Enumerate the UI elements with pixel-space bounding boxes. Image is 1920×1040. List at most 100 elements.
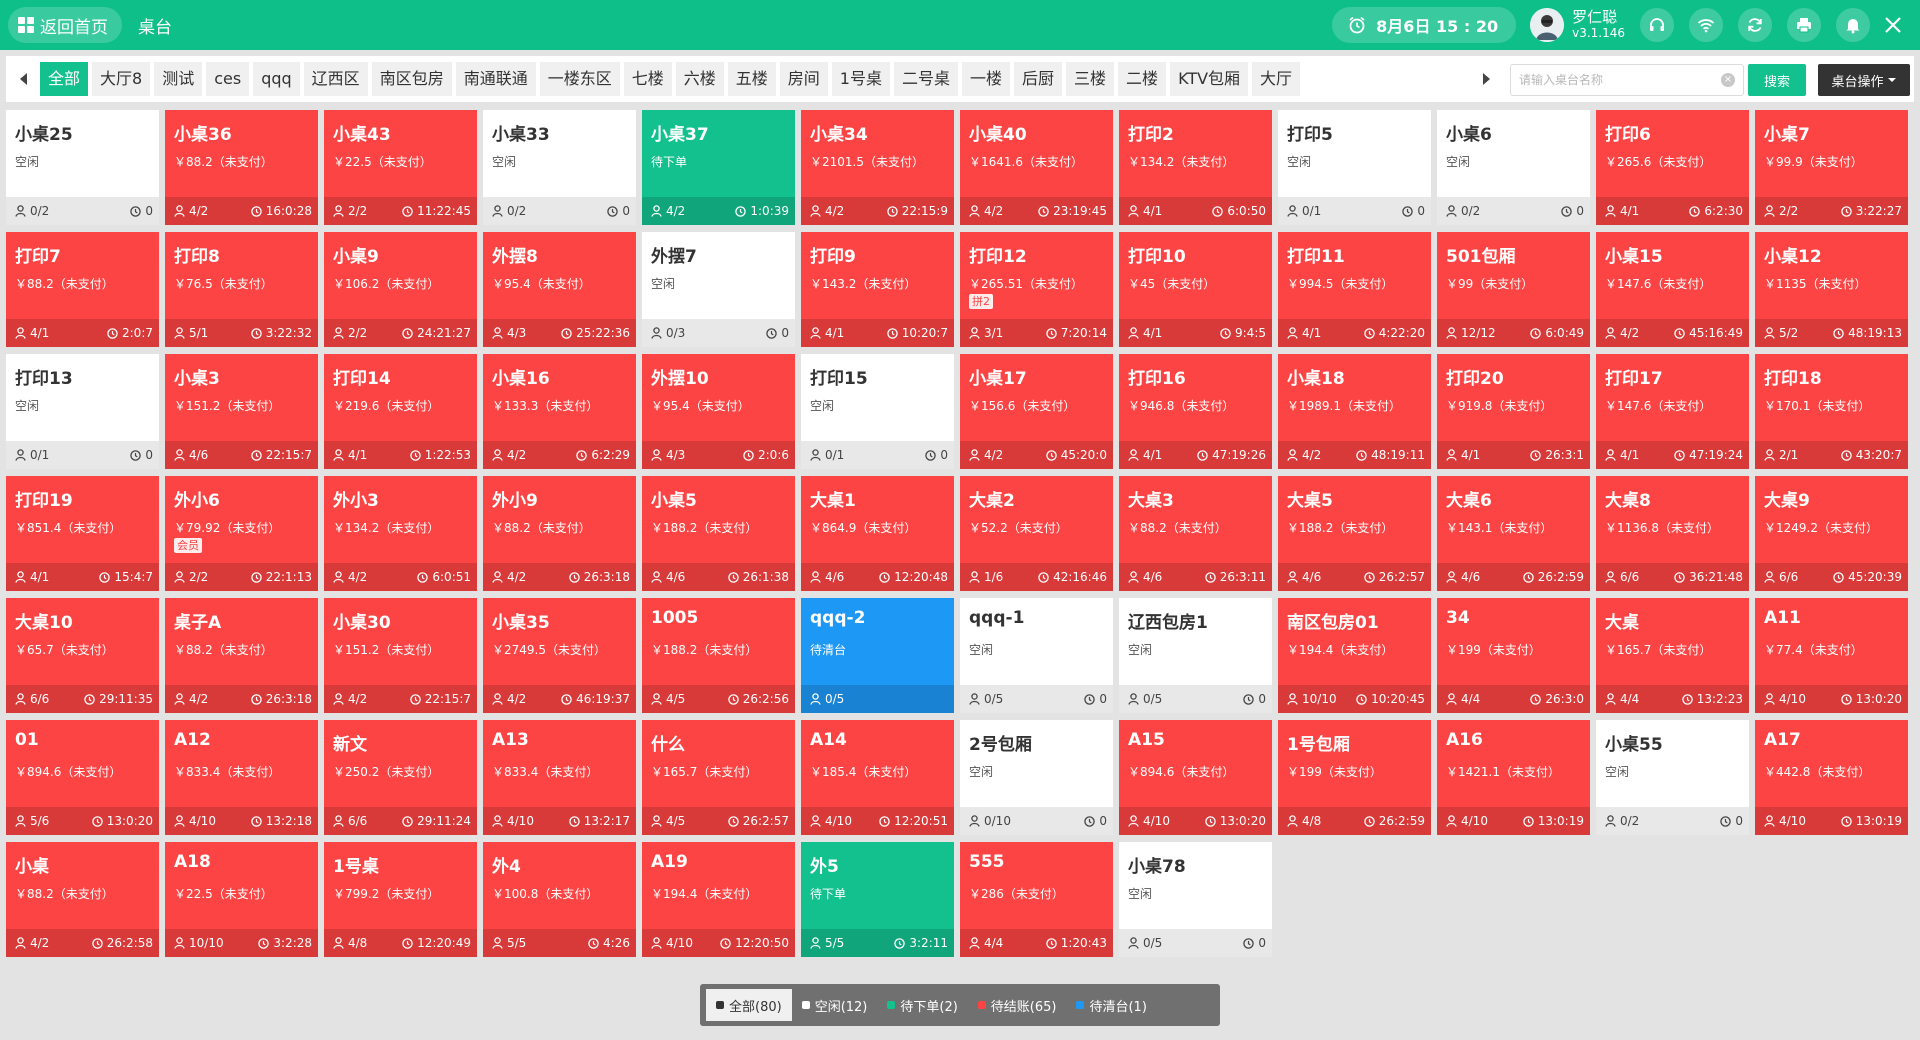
table-card[interactable]: 小桌16 ￥133.3（未支付） 4/2 6:2:29 bbox=[483, 354, 636, 469]
table-card[interactable]: 小桌 ￥88.2（未支付） 4/2 26:2:58 bbox=[6, 842, 159, 957]
table-card[interactable]: 小桌7 ￥99.9（未支付） 2/2 3:22:27 bbox=[1755, 110, 1908, 225]
table-card[interactable]: 小桌25 空闲 0/2 0 bbox=[6, 110, 159, 225]
table-card[interactable]: 打印10 ￥45（未支付） 4/1 9:4:5 bbox=[1119, 232, 1272, 347]
table-card[interactable]: 小桌37 待下单 4/2 1:0:39 bbox=[642, 110, 795, 225]
table-card[interactable]: 外摆10 ￥95.4（未支付） 4/3 2:0:6 bbox=[642, 354, 795, 469]
status-filter-item[interactable]: 待结账(65) bbox=[968, 989, 1067, 1021]
area-tab[interactable]: 七楼 bbox=[623, 62, 672, 96]
table-card[interactable]: 小桌43 ￥22.5（未支付） 2/2 11:22:45 bbox=[324, 110, 477, 225]
table-card[interactable]: 大桌9 ￥1249.2（未支付） 6/6 45:20:39 bbox=[1755, 476, 1908, 591]
table-card[interactable]: 打印18 ￥170.1（未支付） 2/1 43:20:7 bbox=[1755, 354, 1908, 469]
notification-button[interactable] bbox=[1836, 8, 1870, 42]
table-card[interactable]: 小桌18 ￥1989.1（未支付） 4/2 48:19:11 bbox=[1278, 354, 1431, 469]
area-tab[interactable]: 后厨 bbox=[1014, 62, 1063, 96]
area-tab[interactable]: 二号桌 bbox=[893, 62, 958, 96]
table-card[interactable]: A15 ￥894.6（未支付） 4/10 13:0:20 bbox=[1119, 720, 1272, 835]
table-card[interactable]: qqq-2 待清台 0/5 bbox=[801, 598, 954, 713]
area-tab[interactable]: 南区包房 bbox=[371, 62, 452, 96]
table-card[interactable]: 小桌12 ￥1135（未支付） 5/2 48:19:13 bbox=[1755, 232, 1908, 347]
table-card[interactable]: 打印6 ￥265.6（未支付） 4/1 6:2:30 bbox=[1596, 110, 1749, 225]
table-card[interactable]: 打印13 空闲 0/1 0 bbox=[6, 354, 159, 469]
table-card[interactable]: 新文 ￥250.2（未支付） 6/6 29:11:24 bbox=[324, 720, 477, 835]
user-profile[interactable]: 罗仁聪 v3.1.146 bbox=[1530, 8, 1625, 42]
status-filter-item[interactable]: 空闲(12) bbox=[792, 989, 878, 1021]
table-card[interactable]: 1号桌 ￥799.2（未支付） 4/8 12:20:49 bbox=[324, 842, 477, 957]
table-card[interactable]: 打印11 ￥994.5（未支付） 4/1 4:22:20 bbox=[1278, 232, 1431, 347]
table-card[interactable]: A13 ￥833.4（未支付） 4/10 13:2:17 bbox=[483, 720, 636, 835]
table-card[interactable]: 大桌6 ￥143.1（未支付） 4/6 26:2:59 bbox=[1437, 476, 1590, 591]
table-card[interactable]: qqq-1 空闲 0/5 0 bbox=[960, 598, 1113, 713]
table-card[interactable]: 小桌30 ￥151.2（未支付） 4/2 22:15:7 bbox=[324, 598, 477, 713]
table-card[interactable]: A11 ￥77.4（未支付） 4/10 13:0:20 bbox=[1755, 598, 1908, 713]
table-card[interactable]: 辽西包房1 空闲 0/5 0 bbox=[1119, 598, 1272, 713]
table-card[interactable]: 34 ￥199（未支付） 4/4 26:3:0 bbox=[1437, 598, 1590, 713]
table-card[interactable]: 大桌 ￥165.7（未支付） 4/4 13:2:23 bbox=[1596, 598, 1749, 713]
scroll-left-button[interactable] bbox=[6, 56, 40, 102]
table-card[interactable]: 小桌15 ￥147.6（未支付） 4/2 45:16:49 bbox=[1596, 232, 1749, 347]
scroll-right-button[interactable] bbox=[1470, 56, 1504, 102]
area-tab[interactable]: 测试 bbox=[154, 62, 203, 96]
clear-icon[interactable]: × bbox=[1721, 73, 1735, 87]
area-tab[interactable]: KTV包厢 bbox=[1170, 62, 1249, 96]
table-card[interactable]: 什么 ￥165.7（未支付） 4/5 26:2:57 bbox=[642, 720, 795, 835]
table-card[interactable]: 小桌5 ￥188.2（未支付） 4/6 26:1:38 bbox=[642, 476, 795, 591]
table-card[interactable]: 桌子A ￥88.2（未支付） 4/2 26:3:18 bbox=[165, 598, 318, 713]
table-card[interactable]: 小桌3 ￥151.2（未支付） 4/6 22:15:7 bbox=[165, 354, 318, 469]
table-card[interactable]: A19 ￥194.4（未支付） 4/10 12:20:50 bbox=[642, 842, 795, 957]
table-card[interactable]: 大桌1 ￥864.9（未支付） 4/6 12:20:48 bbox=[801, 476, 954, 591]
home-button[interactable]: 返回首页 bbox=[8, 7, 122, 43]
print-button[interactable] bbox=[1787, 8, 1821, 42]
wifi-button[interactable] bbox=[1689, 8, 1723, 42]
table-card[interactable]: 555 ￥286（未支付） 4/4 1:20:43 bbox=[960, 842, 1113, 957]
area-tab[interactable]: 辽西区 bbox=[303, 62, 368, 96]
table-card[interactable]: 小桌35 ￥2749.5（未支付） 4/2 46:19:37 bbox=[483, 598, 636, 713]
area-tab[interactable]: 全部 bbox=[40, 62, 89, 96]
table-card[interactable]: 小桌34 ￥2101.5（未支付） 4/2 22:15:9 bbox=[801, 110, 954, 225]
table-card[interactable]: 2号包厢 空闲 0/10 0 bbox=[960, 720, 1113, 835]
table-card[interactable]: 大桌3 ￥88.2（未支付） 4/6 26:3:11 bbox=[1119, 476, 1272, 591]
table-card[interactable]: A17 ￥442.8（未支付） 4/10 13:0:19 bbox=[1755, 720, 1908, 835]
table-card[interactable]: 1号包厢 ￥199（未支付） 4/8 26:2:59 bbox=[1278, 720, 1431, 835]
table-card[interactable]: 打印2 ￥134.2（未支付） 4/1 6:0:50 bbox=[1119, 110, 1272, 225]
area-tab[interactable]: 三楼 bbox=[1066, 62, 1115, 96]
area-tab[interactable]: 二楼 bbox=[1118, 62, 1167, 96]
table-card[interactable]: A12 ￥833.4（未支付） 4/10 13:2:18 bbox=[165, 720, 318, 835]
table-card[interactable]: 小桌36 ￥88.2（未支付） 4/2 16:0:28 bbox=[165, 110, 318, 225]
area-tab[interactable]: ces bbox=[206, 62, 250, 96]
table-card[interactable]: 外小3 ￥134.2（未支付） 4/2 6:0:51 bbox=[324, 476, 477, 591]
table-card[interactable]: 打印14 ￥219.6（未支付） 4/1 1:22:53 bbox=[324, 354, 477, 469]
table-card[interactable]: 小桌40 ￥1641.6（未支付） 4/2 23:19:45 bbox=[960, 110, 1113, 225]
table-ops-button[interactable]: 桌台操作 bbox=[1818, 64, 1910, 96]
table-card[interactable]: 打印5 空闲 0/1 0 bbox=[1278, 110, 1431, 225]
close-button[interactable] bbox=[1876, 8, 1910, 42]
headset-button[interactable] bbox=[1640, 8, 1674, 42]
table-card[interactable]: 大桌8 ￥1136.8（未支付） 6/6 36:21:48 bbox=[1596, 476, 1749, 591]
table-card[interactable]: 501包厢 ￥99（未支付） 12/12 6:0:49 bbox=[1437, 232, 1590, 347]
table-card[interactable]: 外小6 ￥79.92（未支付） 会员 2/2 22:1:13 bbox=[165, 476, 318, 591]
table-card[interactable]: 南区包房01 ￥194.4（未支付） 10/10 10:20:45 bbox=[1278, 598, 1431, 713]
table-card[interactable]: 打印17 ￥147.6（未支付） 4/1 47:19:24 bbox=[1596, 354, 1749, 469]
table-card[interactable]: 小桌17 ￥156.6（未支付） 4/2 45:20:0 bbox=[960, 354, 1113, 469]
area-tab[interactable]: 六楼 bbox=[675, 62, 724, 96]
table-card[interactable]: 01 ￥894.6（未支付） 5/6 13:0:20 bbox=[6, 720, 159, 835]
area-tab[interactable]: 五楼 bbox=[727, 62, 776, 96]
table-card[interactable]: 小桌6 空闲 0/2 0 bbox=[1437, 110, 1590, 225]
area-tab[interactable]: 一楼 bbox=[962, 62, 1011, 96]
table-card[interactable]: 1005 ￥188.2（未支付） 4/5 26:2:56 bbox=[642, 598, 795, 713]
area-tab[interactable]: 大厅 bbox=[1252, 62, 1301, 96]
table-card[interactable]: 打印7 ￥88.2（未支付） 4/1 2:0:7 bbox=[6, 232, 159, 347]
area-tab[interactable]: qqq bbox=[253, 62, 300, 96]
table-card[interactable]: 大桌10 ￥65.7（未支付） 6/6 29:11:35 bbox=[6, 598, 159, 713]
table-card[interactable]: 小桌55 空闲 0/2 0 bbox=[1596, 720, 1749, 835]
table-card[interactable]: 大桌2 ￥52.2（未支付） 1/6 42:16:46 bbox=[960, 476, 1113, 591]
table-card[interactable]: 打印20 ￥919.8（未支付） 4/1 26:3:1 bbox=[1437, 354, 1590, 469]
table-card[interactable]: 打印16 ￥946.8（未支付） 4/1 47:19:26 bbox=[1119, 354, 1272, 469]
search-button[interactable]: 搜索 bbox=[1748, 64, 1806, 96]
status-filter-item[interactable]: 待下单(2) bbox=[877, 989, 967, 1021]
area-tab[interactable]: 1号桌 bbox=[831, 62, 890, 96]
table-card[interactable]: 外摆8 ￥95.4（未支付） 4/3 25:22:36 bbox=[483, 232, 636, 347]
status-filter-item[interactable]: 待清台(1) bbox=[1066, 989, 1156, 1021]
table-card[interactable]: 小桌9 ￥106.2（未支付） 2/2 24:21:27 bbox=[324, 232, 477, 347]
table-card[interactable]: 小桌33 空闲 0/2 0 bbox=[483, 110, 636, 225]
table-card[interactable]: 打印8 ￥76.5（未支付） 5/1 3:22:32 bbox=[165, 232, 318, 347]
